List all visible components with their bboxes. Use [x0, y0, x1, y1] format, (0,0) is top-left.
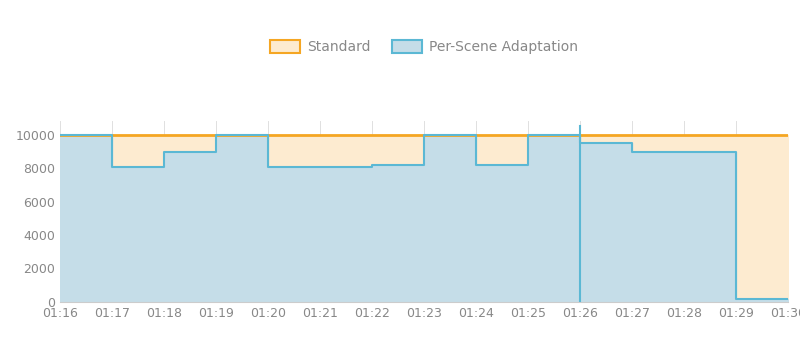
Legend: Standard, Per-Scene Adaptation: Standard, Per-Scene Adaptation	[264, 35, 584, 60]
Text: Delivered Bitrate [kbps]: Delivered Bitrate [kbps]	[10, 23, 255, 41]
